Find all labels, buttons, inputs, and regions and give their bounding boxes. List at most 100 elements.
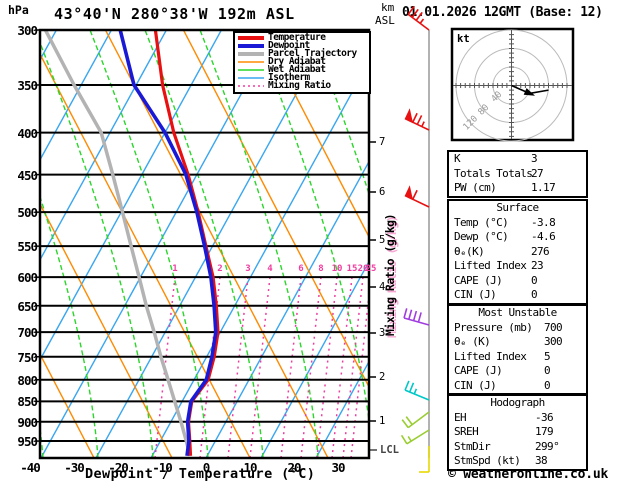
legend-row: Parcel Trajectory [235,48,369,59]
mixing-ratio-line [350,297,368,457]
info-row: θₑ (K) 300 [449,335,586,350]
temperature-tick-label: 0 [202,460,211,475]
info-row-label: CIN (J) [454,288,497,301]
mixing-ratio-line [300,276,322,457]
info-row-value: 0 [544,364,551,377]
hodograph-arrowhead [523,88,536,96]
info-row-label: θₑ(K) [454,244,485,258]
wind-barb-line [408,382,415,393]
wet-adiabat-line [254,31,368,419]
info-row-value: 0 [531,273,538,287]
isotherm-line [41,31,222,360]
wind-barb-line [407,436,412,442]
parcel-trajectory-curve [43,31,192,457]
temperature-tick-label: -20 [108,460,129,475]
info-row: PW (cm) 1.17 [449,181,586,196]
pressure-tick-label: 550 [17,239,38,255]
info-row-label: StmDir [454,439,491,453]
mixing-ratio-value-label: 20 [357,264,369,274]
pressure-tick-label: 800 [17,372,38,388]
legend: Temperature Dewpoint Parcel Trajectory Dry … [233,31,371,94]
info-row-label: Dewp (°C) [454,230,509,243]
wind-barb [401,411,430,429]
mixing-ratio-value-label: 6 [298,264,304,274]
info-row-value: 299° [535,439,560,453]
info-row: θₑ(K) 276 [449,245,586,260]
wind-barb-line [404,389,430,401]
dry-adiabat-line [41,354,95,457]
wet-adiabat-line [89,31,209,457]
info-row: StmSpd (kt) 38 [449,454,586,469]
legend-row: Wet Adiabat [235,65,369,74]
wind-barb-line [404,380,410,391]
pressure-tick-label: 400 [17,125,38,141]
mixing-ratio-line [280,276,302,457]
info-row: Temp (°C) -3.8 [449,216,586,231]
wind-barb-line [408,309,413,320]
info-row-label: θₑ (K) [454,335,491,348]
info-row-value: 3 [531,152,538,165]
legend-line-sample [238,44,264,48]
info-row-label: Temp (°C) [454,215,509,229]
x-axis-title: Dewpoint / Temperature (°C) [85,466,316,482]
pressure-tick-label: 350 [17,77,38,93]
wind-barb [400,429,430,445]
info-row-value: -36 [535,410,554,424]
wind-barb [404,185,430,208]
pressure-tick-label: 950 [17,434,38,450]
isotherm-line [315,362,368,457]
legend-line-sample [238,61,264,63]
mixing-ratio-value-label: 25 [365,264,377,274]
info-row-value: 276 [531,244,550,258]
wet-adiabat-line [309,31,368,193]
isotherm-line [41,31,167,260]
info-row-value: 0 [531,288,538,301]
pressure-tick-label: 700 [17,325,38,341]
info-row-label: SREH [454,425,479,438]
info-row-value: 300 [544,335,563,348]
legend-line-sample [238,77,264,79]
wind-barb-pennant [404,185,414,201]
km-tick-label: 2 [379,371,385,383]
info-box-indices: K 3 Totals Totals 27 PW (cm) 1.17 [447,150,588,198]
mixing-ratio-value-label: 1 [172,264,178,274]
info-row-label: Lifted Index [454,259,527,272]
legend-row: Isotherm [235,72,369,83]
wind-barb-line [417,312,422,323]
page-title: 43°40'N 280°38'W 192m ASL [54,5,295,23]
info-box-most-unstable: Most Unstable Pressure (mb) 700 θₑ (K) 300 Li… [447,304,588,395]
info-row-label: Lifted Index [454,349,527,363]
wind-barb-line [412,112,418,123]
legend-row: Mixing Ratio [235,81,369,90]
info-row: Pressure (mb) 700 [449,321,586,336]
lcl-label: LCL [380,444,399,456]
info-row-value: 700 [544,320,563,334]
legend-line-sample [238,69,264,71]
wind-barb-line [403,317,430,326]
pressure-tick-label: 650 [17,298,38,314]
info-row: StmDir 299° [449,440,586,455]
legend-line-sample [238,36,264,40]
wind-barb [419,446,430,473]
wet-adiabat-line [41,43,154,457]
info-row: CIN (J) 0 [449,379,586,394]
info-row: Lifted Index 23 [449,259,586,274]
legend-label: Parcel Trajectory [268,48,357,59]
wind-barb-line [419,18,425,24]
wind-barb [404,108,430,131]
km-tick-label: 3 [379,327,385,339]
wind-barb [407,5,430,31]
dry-adiabat-line [0,30,16,458]
info-box-surface: Surface Temp (°C) -3.8 Dewp (°C) -4.6 θₑ(K) 27… [447,199,588,305]
legend-row: Temperature [235,33,369,42]
info-row-label: Totals Totals [454,166,533,180]
mixing-ratio-line [227,276,249,457]
wind-barb-line [407,5,415,15]
legend-label: Isotherm [268,72,310,83]
isotherm-line [0,30,1,458]
mixing-ratio-line [331,276,353,457]
pressure-tick-label: 900 [17,414,38,430]
temperature-tick-label: 10 [243,460,257,475]
wind-barb-line [403,308,408,319]
km-tick-label: 1 [379,415,385,427]
